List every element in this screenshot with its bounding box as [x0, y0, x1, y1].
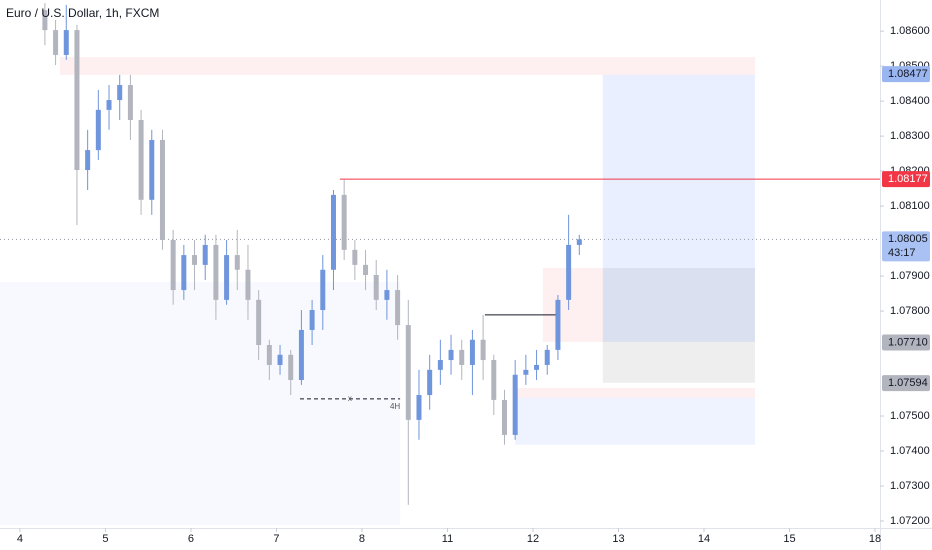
x-tick-label: 6: [188, 533, 194, 545]
candle-body: [42, 10, 48, 31]
zone: [515, 397, 755, 445]
x-tick-label: 13: [612, 533, 624, 545]
x-tick-label: 14: [698, 533, 710, 545]
x-tick-label: 11: [442, 533, 453, 545]
y-tick-label: 1.07800: [890, 305, 930, 317]
candle-body: [224, 255, 230, 300]
candle-body: [469, 339, 475, 365]
price-badge: [882, 334, 930, 351]
candle-body: [427, 369, 433, 396]
candle-body: [395, 290, 401, 326]
price-badge: [882, 171, 930, 188]
candle-body: [330, 194, 336, 270]
countdown: 43:17: [888, 247, 916, 259]
x-tick-label: 7: [273, 533, 279, 545]
candle-body: [373, 275, 379, 300]
candle-body: [277, 354, 283, 365]
zone: [59, 57, 755, 75]
candle-body: [459, 349, 465, 365]
candle-body: [159, 139, 165, 241]
candle-body: [523, 369, 529, 375]
candle-body: [245, 269, 251, 300]
y-tick-label: 1.07900: [890, 270, 930, 282]
y-tick-label: 1.08600: [890, 25, 930, 37]
y-tick-label: 1.08300: [890, 130, 930, 142]
zone: [0, 282, 400, 525]
candle-body: [106, 100, 112, 110]
price-badge-label: 1.07710: [888, 336, 928, 348]
zone: [602, 268, 755, 383]
annotation: 4H: [390, 402, 400, 411]
candle-body: [512, 374, 518, 435]
candle-body: [320, 269, 326, 311]
y-tick-label: 1.07300: [890, 480, 930, 492]
candle-body: [213, 244, 219, 300]
candle-body: [384, 290, 390, 300]
candle-body: [416, 395, 422, 420]
price-badge-label: 1.08477: [888, 68, 928, 80]
candle-body: [202, 244, 208, 265]
candle-body: [95, 109, 101, 151]
price-badge-label: 1.08177: [888, 173, 928, 185]
y-tick-label: 1.08400: [890, 95, 930, 107]
price-axis-bg: [880, 0, 932, 550]
annotation: x: [348, 394, 352, 403]
candle-body: [288, 354, 294, 380]
candle-body: [448, 349, 454, 361]
candle-body: [256, 299, 262, 346]
candle-body: [234, 255, 240, 270]
candle-body: [117, 85, 123, 101]
price-badge: [882, 231, 930, 262]
y-tick-label: 1.07400: [890, 445, 930, 457]
candle-body: [170, 240, 176, 291]
candle-body: [544, 349, 550, 365]
zone: [602, 74, 755, 342]
zone: [542, 268, 603, 342]
candle-body: [53, 30, 59, 55]
candle-body: [298, 329, 304, 380]
candle-body: [501, 399, 507, 435]
candle-body: [85, 150, 91, 171]
price-badge-label: 1.07594: [888, 377, 928, 389]
zone: [515, 388, 755, 398]
candle-body: [149, 139, 155, 200]
candle-body: [480, 339, 486, 361]
candle-body: [138, 120, 144, 200]
y-tick-label: 1.07500: [890, 410, 930, 422]
y-tick-label: 1.08100: [890, 200, 930, 212]
candle-body: [363, 264, 369, 276]
price-badge: [882, 66, 930, 83]
price-badge: [882, 375, 930, 392]
candle-body: [266, 345, 272, 365]
candle-body: [437, 360, 443, 370]
candle-body: [127, 85, 133, 121]
candle-body: [63, 30, 69, 55]
candle-body: [566, 244, 572, 300]
candle-body: [555, 299, 561, 350]
y-tick-label: 1.07200: [890, 515, 930, 527]
candle-body: [405, 325, 411, 420]
price-badge-label: 1.08005: [888, 233, 928, 245]
x-tick-label: 5: [102, 533, 108, 545]
candle-body: [491, 360, 497, 400]
time-axis-bg: [0, 528, 932, 550]
candle-body: [534, 364, 540, 370]
plot-area: x 4H: [0, 3, 880, 525]
chart-title: Euro / U.S. Dollar, 1h, FXCM: [6, 6, 159, 20]
candle-body: [309, 310, 315, 330]
x-tick-label: 8: [359, 533, 365, 545]
x-tick-label: 18: [869, 533, 881, 545]
candle-body: [341, 194, 347, 250]
candle-body: [181, 255, 187, 291]
candle-body: [352, 249, 358, 265]
x-tick-label: 12: [527, 533, 539, 545]
candle-body: [192, 255, 198, 265]
x-tick-label: 15: [783, 533, 795, 545]
candle-body: [74, 30, 80, 171]
x-tick-label: 4: [17, 533, 23, 545]
candle-body: [576, 239, 582, 245]
